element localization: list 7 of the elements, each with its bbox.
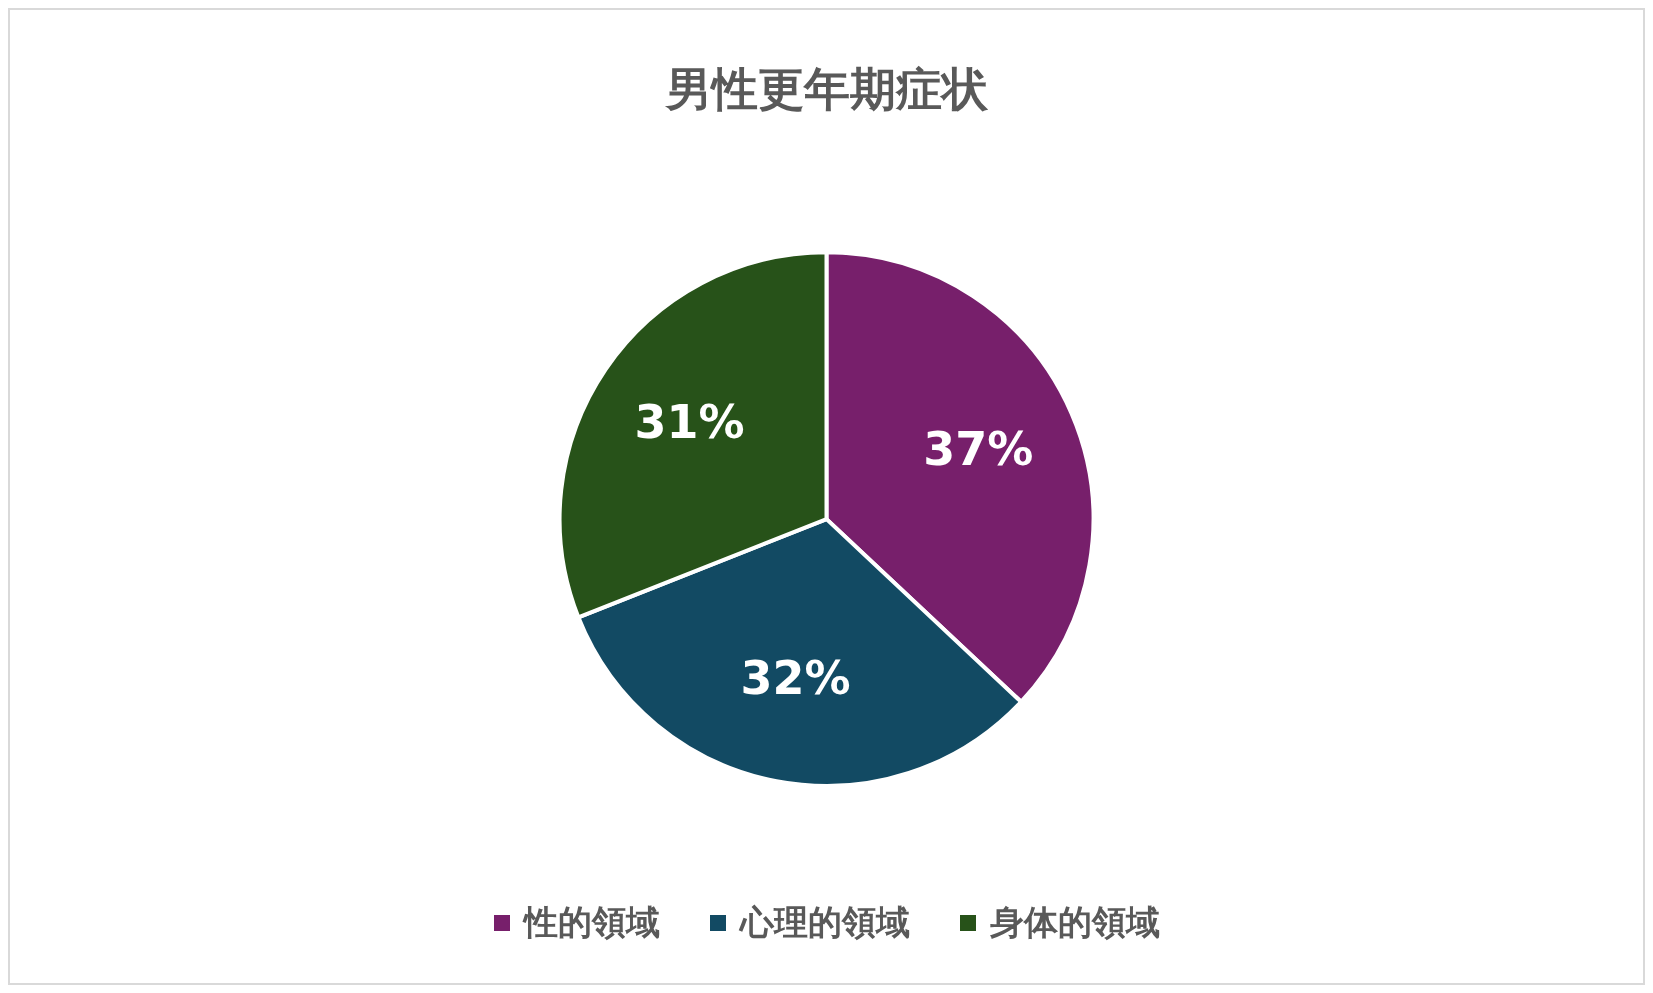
legend-label: 性的領域: [523, 901, 660, 944]
chart-title: 男性更年期症状: [663, 61, 989, 116]
data-label: 37%: [923, 422, 1034, 477]
data-label: 32%: [740, 650, 851, 705]
legend-label: 心理的領域: [739, 901, 910, 944]
legend-label: 身体的領域: [989, 901, 1160, 944]
data-label: 31%: [634, 395, 745, 450]
